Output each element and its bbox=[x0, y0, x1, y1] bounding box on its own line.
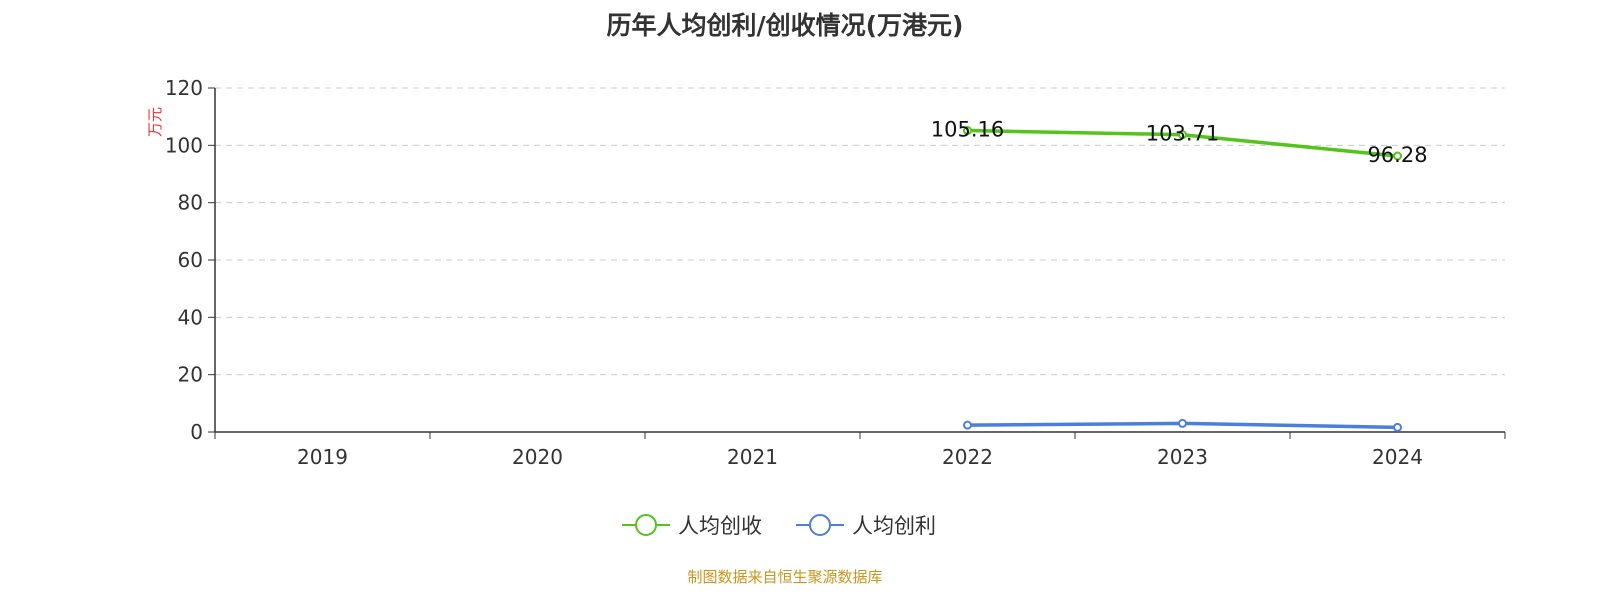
x-tick-label: 2020 bbox=[512, 445, 563, 469]
y-tick-label: 80 bbox=[178, 191, 203, 215]
legend-label: 人均创利 bbox=[852, 514, 936, 538]
data-point bbox=[963, 420, 972, 430]
data-label: 96.28 bbox=[1367, 143, 1427, 167]
y-tick-label: 20 bbox=[178, 363, 203, 387]
y-axis-label: 万元 bbox=[146, 107, 164, 137]
x-tick-label: 2024 bbox=[1372, 445, 1423, 469]
data-label: 103.71 bbox=[1146, 122, 1219, 146]
legend-label: 人均创收 bbox=[678, 514, 762, 538]
data-point bbox=[1393, 422, 1402, 432]
y-tick-label: 120 bbox=[165, 76, 203, 100]
legend-marker bbox=[635, 514, 657, 536]
legend-marker bbox=[809, 514, 831, 536]
data-point bbox=[1393, 151, 1402, 161]
y-tick-label: 40 bbox=[178, 305, 203, 329]
x-tick-label: 2019 bbox=[297, 445, 348, 469]
source-note: 制图数据来自恒生聚源数据库 bbox=[687, 568, 883, 586]
y-tick-label: 60 bbox=[178, 248, 203, 272]
data-point bbox=[1178, 130, 1187, 140]
x-tick-label: 2023 bbox=[1157, 445, 1208, 469]
x-tick-label: 2022 bbox=[942, 445, 993, 469]
data-point bbox=[1178, 418, 1187, 428]
y-tick-label: 100 bbox=[165, 133, 203, 157]
y-tick-label: 0 bbox=[190, 420, 203, 444]
data-label: 105.16 bbox=[931, 118, 1004, 142]
data-point bbox=[963, 126, 972, 136]
x-tick-label: 2021 bbox=[727, 445, 778, 469]
chart-title: 历年人均创利/创收情况(万港元) bbox=[606, 11, 964, 40]
